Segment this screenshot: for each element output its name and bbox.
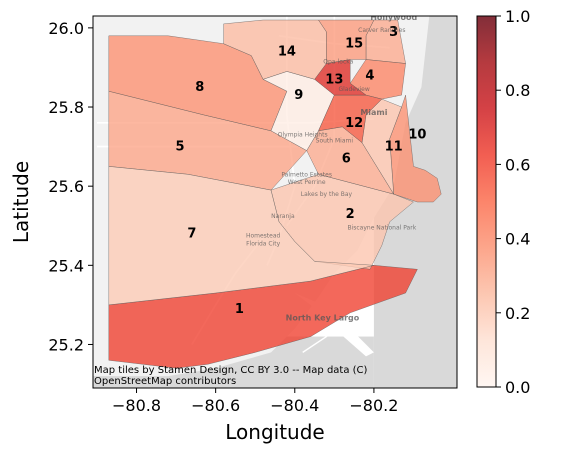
place-label: Florida City <box>246 241 281 248</box>
region-label-5: 5 <box>176 140 185 155</box>
region-label-15: 15 <box>345 37 363 52</box>
colorbar-tick-label: 0.0 <box>505 378 530 397</box>
attribution-line-1: Map tiles by Stamen Design, CC BY 3.0 --… <box>94 365 368 376</box>
y-axis-ticks: 26.0 25.8 25.6 25.4 25.2 <box>48 19 93 354</box>
x-tick-label: −80.8 <box>112 396 161 415</box>
place-label: Naranja <box>271 213 295 220</box>
place-label: Homestead <box>246 233 281 240</box>
place-label: Miami <box>360 108 387 117</box>
place-label: Olympia Heights <box>278 132 328 139</box>
y-axis-label: Latitude <box>9 161 33 243</box>
region-label-4: 4 <box>365 68 374 83</box>
region-label-6: 6 <box>342 151 351 166</box>
region-7 <box>108 166 374 306</box>
region-label-13: 13 <box>325 72 343 87</box>
place-label: South Miami <box>316 138 354 145</box>
x-tick-label: −80.2 <box>349 396 398 415</box>
place-label: Palmetto Estates <box>281 171 332 178</box>
colorbar-tick-label: 0.6 <box>505 155 530 174</box>
y-tick-label: 25.8 <box>48 98 84 117</box>
y-tick-label: 25.2 <box>48 335 84 354</box>
place-label: North Key Largo <box>286 314 360 323</box>
place-label: Gladeview <box>338 86 369 93</box>
place-labels: Hollywood Carver Ranches Opa-locka Gladevie… <box>246 13 418 323</box>
colorbar-tick-label: 0.8 <box>505 81 530 100</box>
region-label-14: 14 <box>278 45 296 60</box>
colorbar-tick-label: 0.4 <box>505 230 530 249</box>
region-label-1: 1 <box>235 302 244 317</box>
place-label: Carver Ranches <box>358 27 405 34</box>
region-label-7: 7 <box>187 227 196 242</box>
x-axis-ticks: −80.8 −80.6 −80.4 −80.2 <box>112 388 398 415</box>
region-label-2: 2 <box>346 207 355 222</box>
y-tick-label: 25.6 <box>48 177 84 196</box>
region-label-12: 12 <box>345 116 363 131</box>
place-label: Hollywood <box>370 13 417 22</box>
region-label-8: 8 <box>195 80 204 95</box>
y-tick-label: 26.0 <box>48 19 84 38</box>
colorbar: 0.0 0.2 0.4 0.6 0.8 1.0 <box>476 7 530 397</box>
x-axis-label: Longitude <box>225 420 324 444</box>
attribution-line-2: OpenStreetMap contributors <box>94 376 236 387</box>
region-12 <box>318 94 383 144</box>
y-tick-label: 25.4 <box>48 256 84 275</box>
region-label-9: 9 <box>294 88 303 103</box>
colorbar-tick-label: 1.0 <box>505 7 530 26</box>
region-label-11: 11 <box>385 140 403 155</box>
region-15 <box>318 19 375 64</box>
colorbar-tick-label: 0.2 <box>505 304 530 323</box>
x-tick-label: −80.4 <box>270 396 319 415</box>
x-tick-label: −80.6 <box>191 396 240 415</box>
colorbar-gradient <box>477 16 496 387</box>
region-label-10: 10 <box>408 128 426 143</box>
place-label: Biscayne National Park <box>347 225 416 232</box>
colorbar-ticks: 0.0 0.2 0.4 0.6 0.8 1.0 <box>496 7 530 397</box>
choropleth-regions <box>108 19 442 369</box>
place-label: Lakes by the Bay <box>301 191 353 198</box>
place-label: Opa-locka <box>323 58 353 65</box>
place-label: West Perrine <box>288 179 326 186</box>
map-frame <box>92 15 458 389</box>
region-label-3: 3 <box>389 25 398 40</box>
colorbar-frame <box>476 15 497 388</box>
